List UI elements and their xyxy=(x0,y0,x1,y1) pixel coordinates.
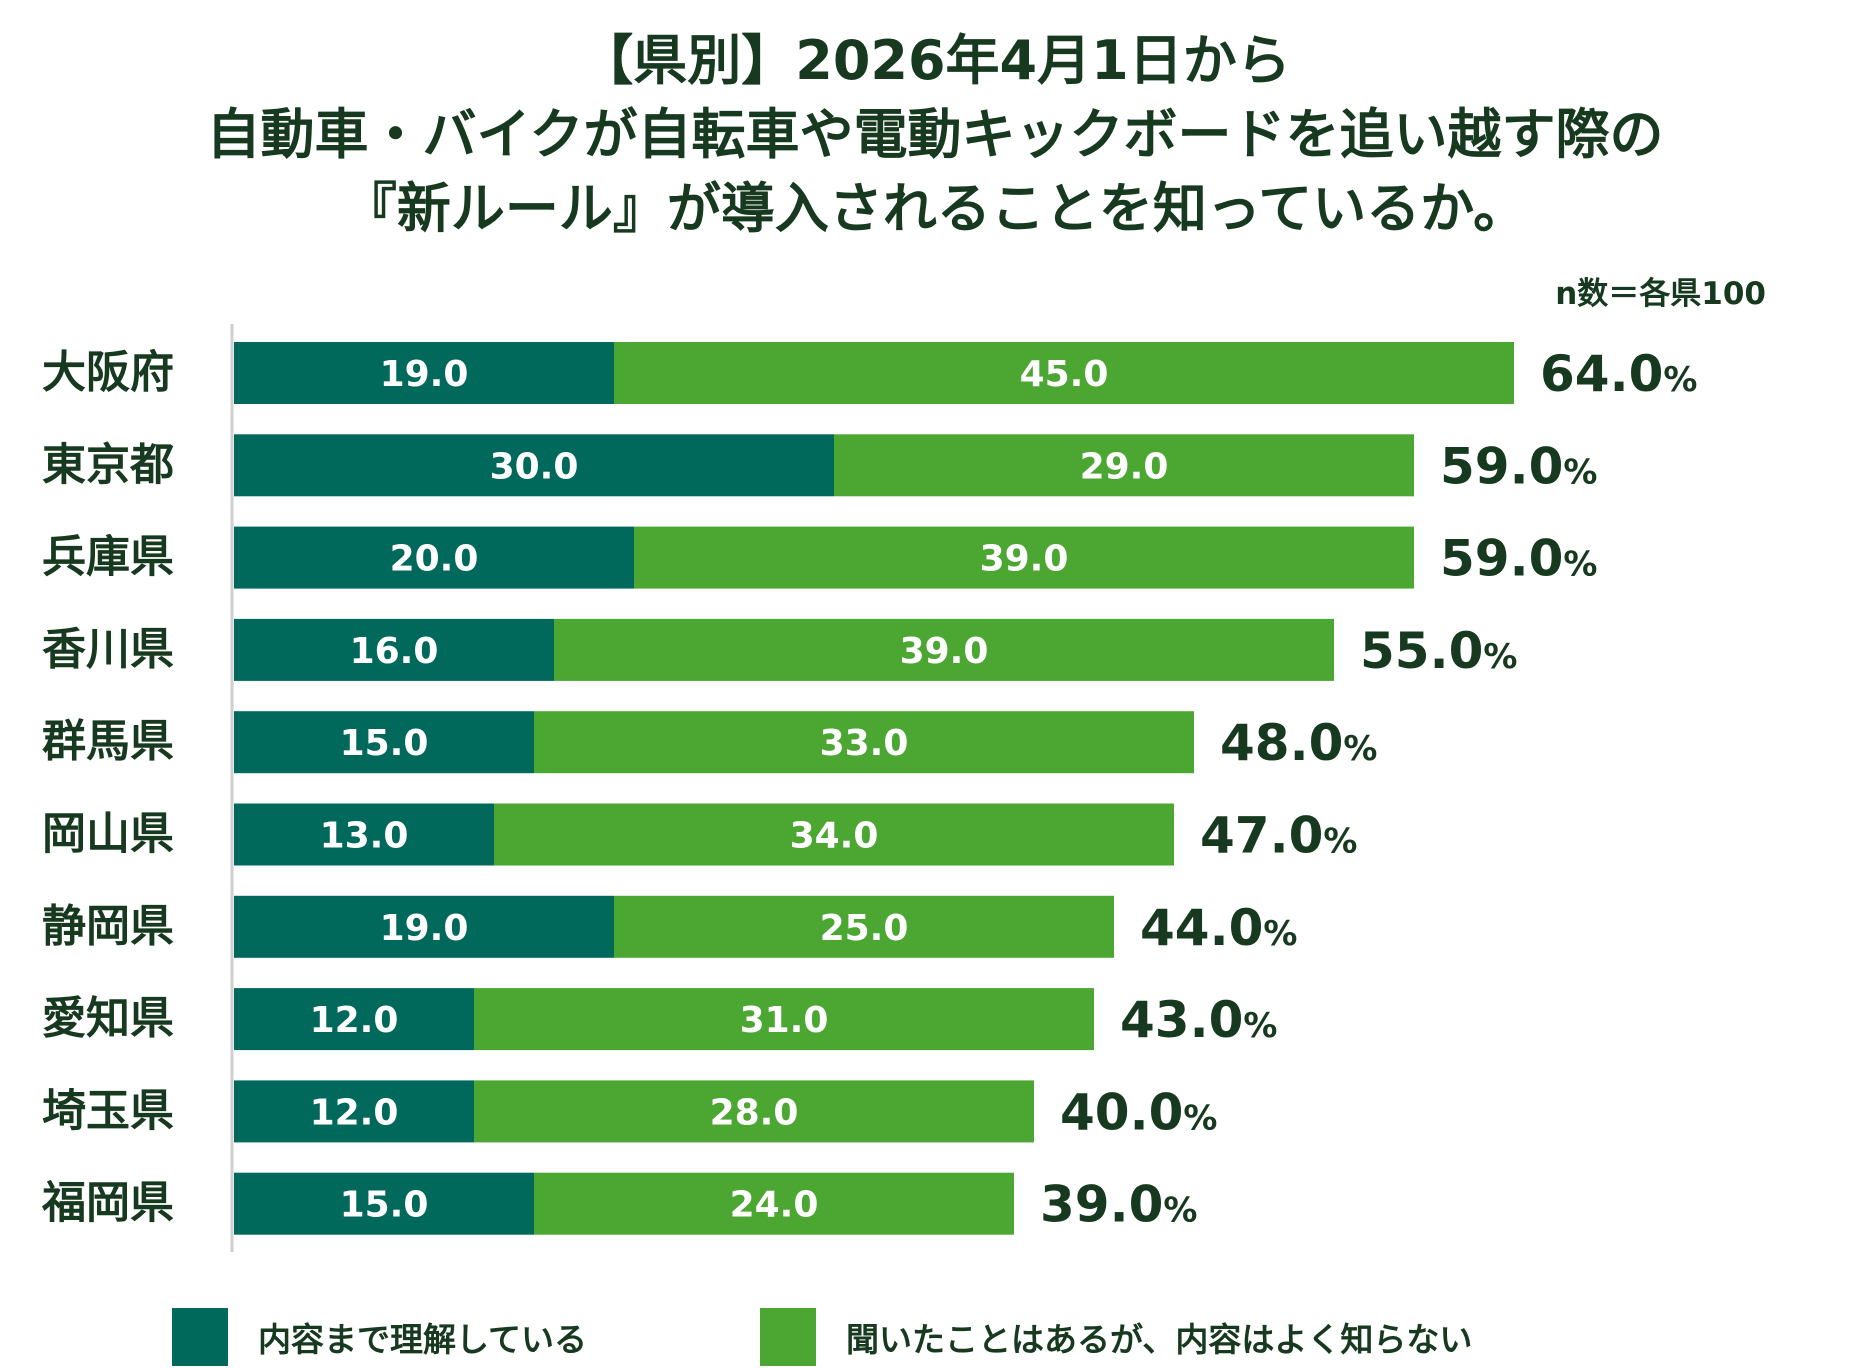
data-label: 16.0 xyxy=(350,631,439,672)
total-unit: % xyxy=(1323,822,1357,862)
data-label: 19.0 xyxy=(380,354,469,395)
bar-segment-understand xyxy=(234,1172,534,1235)
category-label: 群馬県 xyxy=(42,716,174,767)
bar-segment-heard xyxy=(474,988,1094,1051)
bar-segment-heard xyxy=(474,1080,1034,1143)
total-unit: % xyxy=(1263,914,1297,954)
data-label: 39.0 xyxy=(900,631,989,672)
title-line-2: 自動車・バイクが自転車や電動キックボードを追い越す際の xyxy=(206,103,1664,166)
title-line-1: 【県別】2026年4月1日から xyxy=(579,29,1291,92)
bar-segment-heard xyxy=(534,1172,1014,1235)
data-label: 13.0 xyxy=(320,816,409,857)
data-label: 31.0 xyxy=(740,1000,829,1041)
total-label: 59.0% xyxy=(1440,530,1597,588)
total-label: 43.0% xyxy=(1120,991,1277,1049)
bar-segment-understand xyxy=(234,988,474,1051)
data-label: 12.0 xyxy=(310,1092,399,1133)
total-value: 39.0 xyxy=(1040,1176,1163,1234)
total-unit: % xyxy=(1343,729,1377,769)
data-label: 19.0 xyxy=(380,908,469,949)
data-label: 12.0 xyxy=(310,1000,399,1041)
category-label: 静岡県 xyxy=(42,901,174,952)
total-label: 44.0% xyxy=(1140,899,1297,957)
bar-segment-heard xyxy=(634,526,1414,589)
bar-segment-heard xyxy=(534,711,1194,774)
legend-swatch-understand xyxy=(172,1308,228,1366)
category-label: 埼玉県 xyxy=(42,1085,174,1136)
data-label: 29.0 xyxy=(1080,446,1169,487)
data-label: 33.0 xyxy=(820,723,909,764)
total-value: 43.0 xyxy=(1120,991,1243,1049)
bar-segment-understand xyxy=(234,803,494,866)
data-label: 20.0 xyxy=(390,539,479,580)
total-unit: % xyxy=(1243,1006,1277,1046)
title-line-3: 『新ルール』が導入されることを知っているか。 xyxy=(342,177,1528,240)
bar-segment-heard xyxy=(614,895,1114,958)
data-label: 39.0 xyxy=(980,539,1069,580)
bar-segment-understand xyxy=(234,434,834,497)
data-label: 28.0 xyxy=(710,1092,799,1133)
total-unit: % xyxy=(1163,1191,1197,1231)
legend-label-understand: 内容まで理解している xyxy=(258,1320,588,1359)
legend-item-understand: 内容まで理解している xyxy=(172,1308,587,1366)
total-label: 40.0% xyxy=(1060,1083,1217,1141)
category-label: 岡山県 xyxy=(42,809,174,860)
total-unit: % xyxy=(1483,637,1517,677)
total-unit: % xyxy=(1563,452,1597,492)
total-unit: % xyxy=(1183,1098,1217,1138)
total-label: 47.0% xyxy=(1200,807,1357,865)
legend-swatch-heard xyxy=(760,1308,816,1366)
total-value: 47.0 xyxy=(1200,807,1323,865)
total-label: 64.0% xyxy=(1540,345,1697,403)
category-label: 兵庫県 xyxy=(42,532,174,583)
category-label: 東京都 xyxy=(42,439,174,490)
total-value: 64.0 xyxy=(1540,345,1663,403)
bar-segment-understand xyxy=(234,895,614,958)
data-label: 30.0 xyxy=(490,446,579,487)
bar-segment-heard xyxy=(494,803,1174,866)
data-label: 15.0 xyxy=(340,723,429,764)
bar-segment-understand xyxy=(234,526,634,589)
bar-segment-heard xyxy=(554,618,1334,681)
total-label: 55.0% xyxy=(1360,622,1517,680)
data-label: 34.0 xyxy=(790,816,879,857)
legend-label-heard: 聞いたことはあるが、内容はよく知らない xyxy=(846,1320,1473,1359)
category-label: 香川県 xyxy=(42,624,174,675)
legend-item-heard: 聞いたことはあるが、内容はよく知らない xyxy=(760,1308,1472,1366)
data-label: 15.0 xyxy=(340,1185,429,1226)
bar-segment-understand xyxy=(234,1080,474,1143)
total-label: 39.0% xyxy=(1040,1176,1197,1234)
total-value: 59.0 xyxy=(1440,437,1563,495)
total-value: 48.0 xyxy=(1220,714,1343,772)
data-label: 45.0 xyxy=(1020,354,1109,395)
chart-title: 【県別】2026年4月1日から 自動車・バイクが自転車や電動キックボードを追い越… xyxy=(0,24,1870,246)
total-label: 48.0% xyxy=(1220,714,1377,772)
total-value: 40.0 xyxy=(1060,1083,1183,1141)
category-label: 福岡県 xyxy=(41,1178,174,1229)
category-label: 愛知県 xyxy=(42,993,174,1044)
total-value: 55.0 xyxy=(1360,622,1483,680)
bar-segment-understand xyxy=(234,342,614,404)
total-value: 59.0 xyxy=(1440,530,1563,588)
total-label: 59.0% xyxy=(1440,437,1597,495)
category-label: 大阪府 xyxy=(42,347,174,398)
data-label: 24.0 xyxy=(730,1185,819,1226)
bar-segment-understand xyxy=(234,711,534,774)
total-value: 44.0 xyxy=(1140,899,1263,957)
bar-segment-heard xyxy=(614,342,1514,404)
data-label: 25.0 xyxy=(820,908,909,949)
bar-segment-understand xyxy=(234,618,554,681)
stacked-bar-chart: 大阪府 19.0 45.0 64.0% 東京都 30.0 29.0 59.0% 兵庫県 20.0 3… xyxy=(41,324,1697,1252)
bar-segment-heard xyxy=(834,434,1414,497)
total-unit: % xyxy=(1663,360,1697,400)
total-unit: % xyxy=(1563,545,1597,585)
sample-size-note: n数＝各県100 xyxy=(1555,276,1766,312)
